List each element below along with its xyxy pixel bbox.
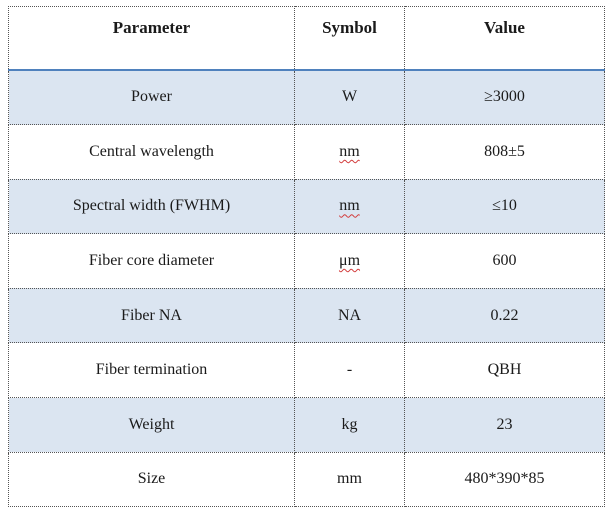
cell-value: 600 — [404, 233, 605, 289]
cell-parameter: Fiber NA — [8, 288, 295, 344]
table-row: Central wavelength nm 808±5 — [8, 124, 605, 180]
cell-symbol: nm — [294, 124, 405, 180]
cell-symbol: μm — [294, 233, 405, 289]
header-parameter: Parameter — [8, 6, 295, 71]
cell-symbol-text: μm — [338, 252, 361, 270]
table-row: Power W ≥3000 — [8, 69, 605, 126]
cell-parameter: Weight — [8, 397, 295, 453]
table-row: Fiber termination - QBH — [8, 342, 605, 399]
cell-value: ≤10 — [404, 179, 605, 235]
cell-value: 480*390*85 — [404, 452, 605, 507]
cell-symbol-text: nm — [339, 142, 360, 160]
cell-value: ≥3000 — [404, 69, 605, 126]
cell-parameter: Power — [8, 69, 295, 126]
cell-parameter: Size — [8, 452, 295, 507]
header-symbol: Symbol — [294, 6, 405, 71]
spec-table: Parameter Symbol Value Power W ≥3000 Cen… — [8, 6, 605, 507]
cell-symbol: mm — [294, 452, 405, 507]
table-row: Weight kg 23 — [8, 397, 605, 453]
cell-symbol: - — [294, 342, 405, 399]
table-row: Fiber NA NA 0.22 — [8, 288, 605, 344]
cell-parameter: Central wavelength — [8, 124, 295, 180]
cell-value: QBH — [404, 342, 605, 399]
cell-parameter: Fiber core diameter — [8, 233, 295, 289]
cell-value: 0.22 — [404, 288, 605, 344]
table-row: Size mm 480*390*85 — [8, 452, 605, 507]
cell-value: 808±5 — [404, 124, 605, 180]
header-row: Parameter Symbol Value — [8, 6, 605, 71]
cell-parameter: Spectral width (FWHM) — [8, 179, 295, 235]
cell-parameter: Fiber termination — [8, 342, 295, 399]
cell-value: 23 — [404, 397, 605, 453]
table-row: Fiber core diameter μm 600 — [8, 233, 605, 289]
cell-symbol: NA — [294, 288, 405, 344]
cell-symbol-text: nm — [339, 197, 360, 215]
table-row: Spectral width (FWHM) nm ≤10 — [8, 179, 605, 235]
cell-symbol: kg — [294, 397, 405, 453]
cell-symbol: W — [294, 69, 405, 126]
cell-symbol: nm — [294, 179, 405, 235]
header-value: Value — [404, 6, 605, 71]
